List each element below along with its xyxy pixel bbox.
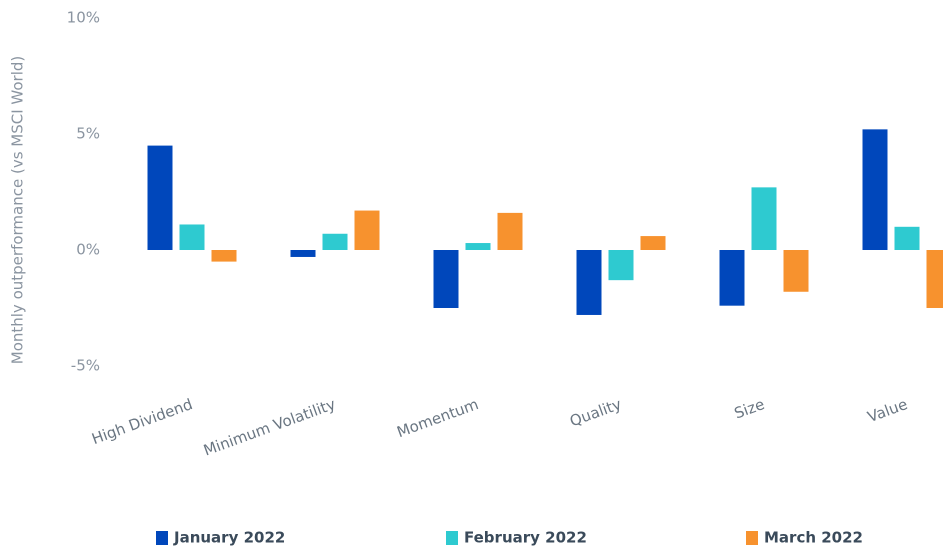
bar [640,236,666,250]
x-tick-label: Minimum Volatility [201,395,338,460]
bar [465,243,491,250]
bar [608,250,634,281]
bar [783,250,809,292]
bar [862,129,888,250]
bar [433,250,459,308]
bar [179,224,205,250]
bar [576,250,602,315]
legend-swatch [746,531,758,545]
bar [751,187,777,250]
legend-swatch [446,531,458,545]
y-tick-label: -5% [71,357,100,375]
x-tick-label: Momentum [394,395,480,441]
x-tick-label: Size [732,395,767,422]
legend-label: March 2022 [764,529,863,547]
y-tick-label: 10% [67,9,100,27]
legend-label: February 2022 [464,529,587,547]
legend-label: January 2022 [173,529,285,547]
x-tick-label: Value [865,395,910,426]
x-tick-label: High Dividend [89,395,195,448]
bar [894,226,920,250]
y-tick-label: 0% [76,241,100,259]
bar [147,145,173,250]
bar [354,210,380,250]
bar [719,250,745,306]
bar [497,212,523,250]
x-tick-label: Quality [567,395,624,430]
y-axis-label: Monthly outperformance (vs MSCI World) [9,56,27,365]
bar [322,233,348,250]
y-tick-label: 5% [76,125,100,143]
legend-swatch [156,531,168,545]
bar [211,250,237,262]
bar [926,250,943,308]
bar [290,250,316,257]
